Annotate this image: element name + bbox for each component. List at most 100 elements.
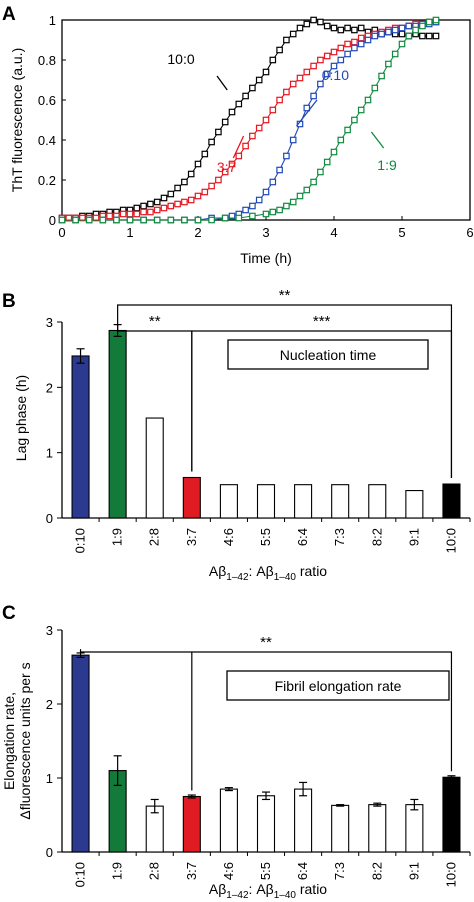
data-point [337, 26, 345, 34]
x-tick-label: 6 [466, 225, 473, 240]
data-point [255, 124, 263, 132]
data-point [255, 76, 263, 84]
panel-c-letter: C [2, 603, 16, 624]
bar-5-5 [256, 795, 276, 853]
data-point [140, 208, 147, 216]
series-line-10-0 [62, 19, 436, 219]
data-point [310, 16, 317, 24]
panel-a-series [58, 16, 440, 224]
bar-3-7 [182, 795, 201, 853]
data-point [303, 104, 311, 112]
data-point [412, 26, 419, 34]
y-tick-label: 1 [46, 771, 53, 786]
y-tick-label: 0 [46, 511, 53, 526]
data-point [357, 40, 365, 48]
data-point [153, 216, 161, 224]
panel-b-ticks: 0 1 2 3 0:10 1:9 2:8 3:7 4:6 5:5 6:4 7:3 8:2 9:1 10:0 [46, 315, 471, 553]
panel-a: A 0 1 2 3 4 5 6 0 0.2 0.4 0.6 0.8 1 10:0 3:7 0:10 1:9 T… [2, 4, 474, 266]
data-point [344, 40, 351, 48]
data-point [153, 198, 161, 206]
data-point [289, 80, 297, 88]
category-label: 7:3 [332, 528, 347, 546]
data-point [235, 152, 243, 160]
data-point [317, 80, 324, 88]
series-line-0-10 [62, 21, 437, 221]
panel-c: C 0 1 2 3 0:10 1:9 2:8 3:7 4:6 5:5 6:4 7:3 8:2 9:1 10:… [1, 603, 471, 901]
category-label: 4:6 [221, 528, 236, 546]
data-point [405, 32, 413, 40]
data-point [140, 202, 147, 210]
y-tick-label: 1 [49, 13, 56, 28]
data-point [249, 132, 256, 140]
data-point [330, 24, 338, 32]
data-point [235, 214, 243, 222]
category-label: 9:1 [406, 862, 421, 880]
panel-b-ylabel: Lag phase (h) [13, 375, 29, 461]
data-point [317, 56, 324, 64]
x-tick-label: 2 [194, 225, 201, 240]
data-point [119, 210, 127, 218]
panel-b-significance: **** *** [117, 287, 453, 479]
data-point [106, 212, 113, 220]
panel-b-xlabel: Aβ1–42: Aβ1–40 ratio [209, 563, 327, 583]
data-point [85, 216, 93, 224]
category-label: 2:8 [147, 862, 162, 880]
data-point [432, 16, 440, 24]
panel-b: B 0 1 2 3 0:10 1:9 2:8 3:7 4:6 5:5 6:4 7:3 8:2 9:1 10:… [2, 287, 471, 583]
category-label: 8:2 [369, 528, 384, 546]
y-tick-label: 0.8 [38, 53, 56, 68]
category-label: 3:7 [184, 862, 199, 880]
data-point [289, 136, 297, 144]
data-point [215, 176, 222, 184]
category-label: 9:1 [406, 528, 421, 546]
data-point [201, 188, 209, 196]
data-point [181, 198, 188, 206]
panel-a-annotations: 10:0 3:7 0:10 1:9 [167, 51, 397, 175]
data-point [262, 210, 270, 218]
bar-1-9 [108, 329, 127, 519]
panel-a-letter: A [2, 4, 16, 25]
data-point [385, 28, 392, 36]
data-point [221, 118, 229, 126]
panel-a-ticks: 0 1 2 3 4 5 6 0 0.2 0.4 0.6 0.8 1 [38, 13, 474, 240]
data-point [255, 196, 263, 204]
data-point [385, 60, 392, 68]
significance-bracket [79, 649, 453, 772]
data-point [303, 68, 311, 76]
data-point [181, 216, 188, 224]
data-point [58, 216, 66, 224]
bar-8-2 [368, 484, 387, 519]
panel-a-xlabel: Time (h) [240, 250, 292, 266]
data-point [391, 26, 399, 34]
category-label: 10:0 [443, 528, 458, 553]
data-point [65, 214, 73, 222]
data-point [310, 178, 317, 186]
y-tick-label: 2 [46, 380, 53, 395]
data-point [398, 40, 406, 48]
data-point [92, 214, 100, 222]
annotation-label: 3:7 [217, 159, 237, 175]
data-point [194, 160, 202, 168]
y-tick-label: 1 [46, 446, 53, 461]
bar-4-6 [219, 788, 238, 853]
data-point [323, 70, 331, 78]
data-point [113, 216, 120, 224]
bar-10-0 [442, 776, 461, 853]
data-point [208, 216, 215, 224]
data-point [174, 184, 181, 192]
bar-9-1 [405, 490, 424, 519]
series-line-3-7 [62, 21, 436, 219]
data-point [140, 216, 147, 224]
data-point [99, 216, 107, 224]
annotation-arrow [216, 75, 228, 91]
category-label: 3:7 [184, 528, 199, 546]
data-point [228, 160, 236, 168]
category-label: 0:10 [73, 528, 88, 553]
annotation-arrow [370, 131, 385, 149]
category-label: 2:8 [147, 528, 162, 546]
data-point [317, 18, 324, 26]
data-point [174, 200, 181, 208]
data-point [289, 198, 297, 206]
panel-c-significance: ** [79, 634, 453, 791]
bar-0-10 [71, 355, 90, 519]
